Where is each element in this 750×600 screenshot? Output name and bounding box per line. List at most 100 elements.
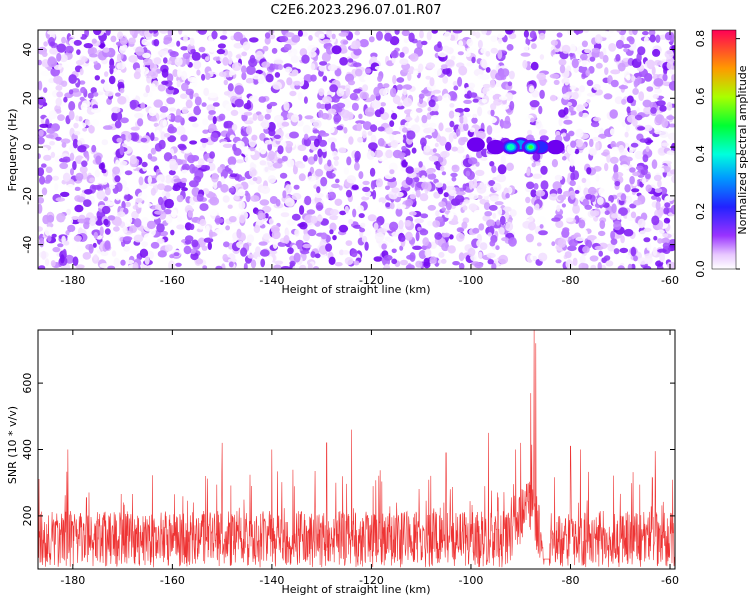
heatmap-cell	[359, 227, 366, 233]
heatmap-cell	[63, 96, 68, 103]
heatmap-cell	[174, 57, 183, 67]
heatmap-cell	[635, 165, 644, 171]
heatmap-cell	[39, 123, 49, 128]
heatmap-cell	[131, 91, 137, 99]
heatmap-cell	[227, 83, 234, 92]
heatmap-cell	[373, 86, 381, 97]
heatmap-cell	[322, 75, 328, 82]
heatmap-cell	[465, 170, 471, 177]
heatmap-cell	[595, 141, 600, 151]
heatmap-cell	[617, 112, 626, 123]
heatmap-cell	[112, 166, 121, 175]
heatmap-cell	[99, 226, 104, 237]
heatmap-cell	[396, 105, 405, 110]
heatmap-cell	[528, 85, 535, 93]
heatmap-hotspot	[506, 144, 515, 151]
heatmap-cell	[467, 247, 476, 257]
heatmap-cell	[452, 80, 458, 87]
heatmap-cell	[401, 145, 407, 151]
heatmap-cell	[288, 72, 298, 77]
heatmap-cell	[279, 35, 289, 43]
heatmap-cell	[345, 87, 351, 97]
heatmap-cell	[268, 218, 274, 225]
heatmap-cell	[150, 241, 160, 249]
heatmap-cell	[236, 228, 242, 239]
x-tick-label: -120	[359, 274, 384, 287]
heatmap-cell	[636, 76, 642, 85]
heatmap-cell	[361, 130, 367, 139]
heatmap-cell	[419, 30, 424, 39]
heatmap-cell	[169, 51, 179, 58]
heatmap-cell	[54, 183, 59, 191]
heatmap-cell	[260, 185, 271, 194]
heatmap-cell	[113, 216, 123, 227]
heatmap-cell	[534, 203, 540, 210]
heatmap-cell	[267, 142, 273, 151]
heatmap-cell	[193, 105, 202, 116]
heatmap-cell	[554, 174, 563, 181]
heatmap-cell	[329, 215, 339, 221]
heatmap-cell	[170, 229, 175, 236]
heatmap-cell	[241, 65, 247, 74]
heatmap-cell	[71, 216, 79, 220]
heatmap-cell	[540, 180, 549, 191]
heatmap-cell	[594, 245, 604, 251]
heatmap-cell	[329, 84, 338, 93]
heatmap-cell	[163, 133, 171, 138]
heatmap-cell	[377, 137, 385, 147]
heatmap-cell	[38, 96, 46, 106]
heatmap-cell	[609, 109, 618, 119]
heatmap-cell	[593, 126, 600, 134]
heatmap-cell	[395, 207, 403, 217]
heatmap-cell	[659, 167, 665, 173]
heatmap-cell	[236, 241, 245, 249]
heatmap-cell	[313, 138, 320, 148]
heatmap-cell	[522, 59, 528, 69]
heatmap-cell	[150, 147, 156, 155]
heatmap-cell	[225, 103, 233, 112]
heatmap-cell	[613, 172, 619, 180]
heatmap-cell	[630, 211, 637, 219]
heatmap-cell	[183, 245, 192, 255]
heatmap-cell	[480, 156, 488, 161]
heatmap-cell	[611, 146, 620, 152]
heatmap-cell	[631, 75, 636, 82]
heatmap-cell	[38, 265, 46, 269]
heatmap-cell	[176, 224, 185, 230]
heatmap-cell	[633, 255, 638, 262]
heatmap-cell	[318, 109, 324, 118]
heatmap-cell	[506, 44, 514, 51]
heatmap-cell	[132, 262, 139, 269]
heatmap-cell	[87, 92, 94, 99]
heatmap-cell	[159, 106, 169, 113]
heatmap-cell	[190, 49, 196, 54]
heatmap-cell	[659, 130, 669, 138]
heatmap-cell	[302, 155, 308, 162]
heatmap-cell	[57, 243, 64, 248]
heatmap-cell	[581, 177, 587, 183]
heatmap-cell	[294, 109, 299, 115]
heatmap-cell	[475, 31, 481, 39]
heatmap-cell	[474, 262, 484, 269]
heatmap-cell	[615, 39, 624, 50]
heatmap-cell	[167, 126, 178, 134]
heatmap-cell	[490, 103, 497, 111]
heatmap-cell	[49, 140, 55, 146]
heatmap-cell	[490, 109, 495, 117]
heatmap-cell	[269, 101, 278, 107]
heatmap-cell	[438, 201, 446, 208]
heatmap-cell	[650, 107, 657, 114]
heatmap-cell	[606, 153, 611, 163]
heatmap-cell	[216, 48, 226, 55]
heatmap-cell	[374, 232, 385, 242]
heatmap-cell	[215, 265, 223, 269]
heatmap-cell	[525, 196, 531, 204]
heatmap-cell	[640, 212, 648, 221]
heatmap-cell	[259, 160, 267, 166]
heatmap-cell	[317, 148, 323, 158]
heatmap-cell	[339, 210, 347, 216]
heatmap-cell	[550, 39, 559, 46]
heatmap-cell	[223, 91, 231, 96]
heatmap-cell	[83, 199, 92, 208]
heatmap-cell	[653, 235, 658, 241]
